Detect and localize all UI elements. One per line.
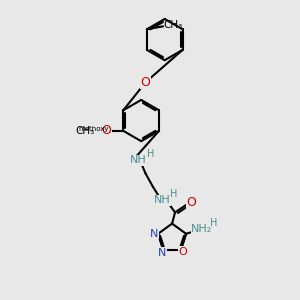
Text: NH: NH	[130, 155, 147, 165]
Text: N: N	[150, 229, 159, 239]
Text: N: N	[158, 248, 166, 258]
Text: O: O	[141, 76, 151, 89]
Text: CH₃: CH₃	[164, 20, 183, 30]
Text: O: O	[102, 124, 112, 137]
Text: NH₂: NH₂	[191, 224, 212, 234]
Text: H: H	[210, 218, 217, 228]
Text: O: O	[179, 247, 188, 257]
Text: H: H	[147, 149, 154, 159]
Text: O: O	[186, 196, 196, 209]
Text: H: H	[170, 189, 178, 199]
Text: CH₃: CH₃	[75, 126, 94, 136]
Text: NH: NH	[153, 195, 170, 205]
Text: methoxy: methoxy	[79, 126, 109, 132]
